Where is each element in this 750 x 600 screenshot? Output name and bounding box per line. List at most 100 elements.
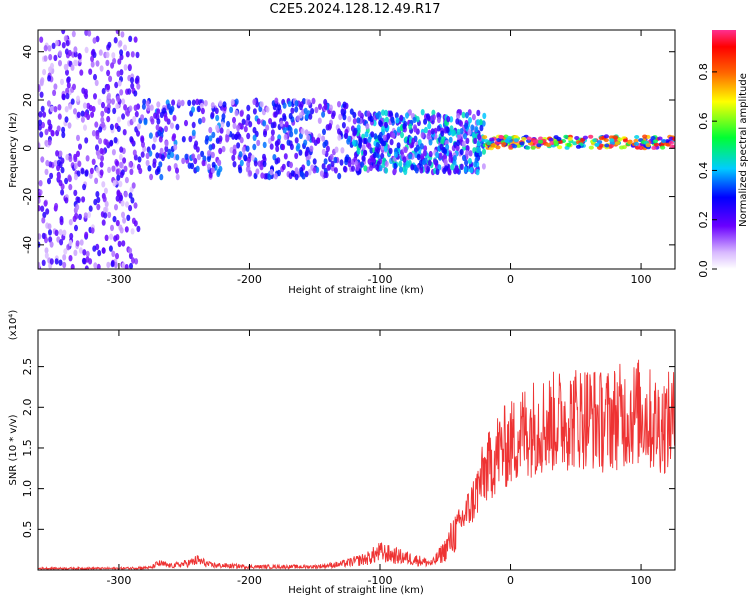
spectrogram-cell	[67, 122, 72, 129]
spectrogram-cell	[161, 154, 165, 161]
spectrogram-cell	[62, 254, 67, 261]
spectrogram-cell	[462, 154, 466, 161]
spectrogram-cell	[306, 159, 311, 167]
spectrogram-cell	[463, 166, 468, 173]
spectrogram-cell	[191, 99, 196, 106]
spectrogram-cell	[396, 142, 401, 149]
spectrogram-cell	[181, 157, 186, 165]
spectrogram-cell	[410, 164, 415, 171]
spectrogram-cell	[130, 51, 135, 58]
spectrogram-cell	[415, 116, 420, 123]
spectrogram-cell	[232, 161, 237, 168]
spectrogram-cell	[294, 100, 299, 107]
spectrogram-cell	[65, 69, 69, 76]
spectrogram-cell	[163, 115, 168, 122]
spectrogram-cell	[476, 140, 481, 147]
spectrogram-cell	[92, 245, 97, 252]
spectrogram-cell	[103, 206, 108, 214]
spectrogram-cell	[68, 103, 73, 110]
spectrogram-cell	[54, 229, 59, 236]
spectrogram-cell	[47, 223, 52, 230]
spectrogram-cell	[270, 134, 275, 142]
spectrogram-cell	[450, 164, 455, 171]
spectrogram-cell	[40, 77, 45, 84]
y-tick-label: -20	[21, 188, 34, 206]
spectrogram-cell	[236, 124, 241, 132]
spectrogram-cell	[252, 98, 257, 106]
spectrogram-cell	[367, 136, 372, 143]
spectrogram-cell	[248, 121, 253, 128]
spectrogram-cell	[107, 166, 112, 174]
spectrogram-cell	[70, 64, 75, 71]
spectrogram-cell	[72, 83, 76, 91]
spectrogram-cell	[672, 137, 675, 142]
spectrogram-cell	[310, 108, 315, 115]
spectrogram-cell	[652, 139, 659, 144]
spectrogram-cell	[136, 225, 141, 233]
spectrogram-cell	[617, 137, 623, 142]
spectrogram-cell	[123, 104, 128, 111]
spectrogram-cell	[141, 103, 146, 110]
spectrogram-cell	[84, 137, 89, 144]
spectrogram-cell	[444, 165, 448, 172]
spectrogram-cell	[117, 80, 122, 87]
spectrogram-cell	[56, 125, 61, 132]
spectrogram-cell	[91, 105, 96, 113]
spectrogram-cell	[394, 112, 399, 119]
spectrogram-cell	[119, 69, 124, 76]
spectrogram-cell	[90, 227, 95, 234]
spectrogram-cell	[93, 73, 97, 81]
spectrogram-cell	[556, 136, 562, 141]
y-tick-label: 0	[21, 145, 34, 152]
spectrogram-cell	[123, 44, 127, 51]
spectrogram-cell	[300, 128, 305, 135]
x-tick-label: 0	[507, 273, 514, 286]
colorbar-tick-label: 0.4	[697, 162, 710, 180]
spectrogram-cell	[588, 134, 594, 139]
spectrogram-cell	[289, 161, 293, 169]
spectrogram-cell	[330, 160, 335, 167]
spectrogram-cell	[394, 151, 398, 158]
spectrogram-cell	[94, 121, 99, 128]
spectrogram-cell	[381, 161, 386, 168]
spectrogram-cell	[398, 166, 403, 173]
spectrogram-cell	[118, 153, 123, 161]
spectrogram-cell	[60, 166, 65, 174]
spectrogram-cell	[84, 265, 89, 269]
spectrogram-cell	[38, 233, 42, 240]
spectrogram-cell	[234, 133, 239, 141]
spectrogram-cell	[613, 135, 619, 140]
spectrogram-cell	[148, 132, 153, 139]
spectrogram-cell	[299, 171, 304, 178]
spectrogram-cell	[422, 150, 427, 157]
y-tick-label: -40	[21, 236, 34, 254]
spectrogram-cell	[286, 139, 291, 146]
spectrogram-cell	[495, 145, 501, 150]
spectrogram-cell	[361, 155, 366, 162]
spectrogram-cell	[64, 48, 69, 55]
spectrogram-cell	[164, 140, 169, 147]
spectrogram-cell	[73, 51, 78, 58]
spectrogram-cell	[363, 149, 368, 157]
spectrogram-cell	[153, 112, 158, 119]
spectrogram-cell	[135, 51, 140, 59]
spectrogram-cell	[58, 150, 63, 157]
spectrogram-cell	[195, 165, 200, 172]
snr-multiplier: (x10⁴)	[8, 310, 19, 341]
spectrogram-cell	[475, 168, 480, 176]
spectrogram-cell	[68, 155, 73, 163]
spectrogram-cell	[38, 205, 41, 212]
spectrogram-cell	[378, 131, 383, 139]
spectrogram-cell	[530, 145, 536, 150]
spectrogram-cell	[218, 165, 223, 173]
spectrogram-cell	[459, 128, 464, 135]
spectrogram-cell	[170, 151, 175, 159]
colorbar-tick-label: 0.6	[697, 112, 710, 130]
spectrogram-cell	[378, 165, 383, 172]
spectrogram-cell	[38, 124, 42, 131]
spectrogram-cell	[129, 168, 134, 175]
snr-ticks: -300 -200 -100 0 100 0.5 1.0 1.5 2.0 2.5	[21, 330, 675, 587]
spectrogram-cell	[265, 106, 270, 113]
spectrogram-cell	[195, 98, 200, 106]
